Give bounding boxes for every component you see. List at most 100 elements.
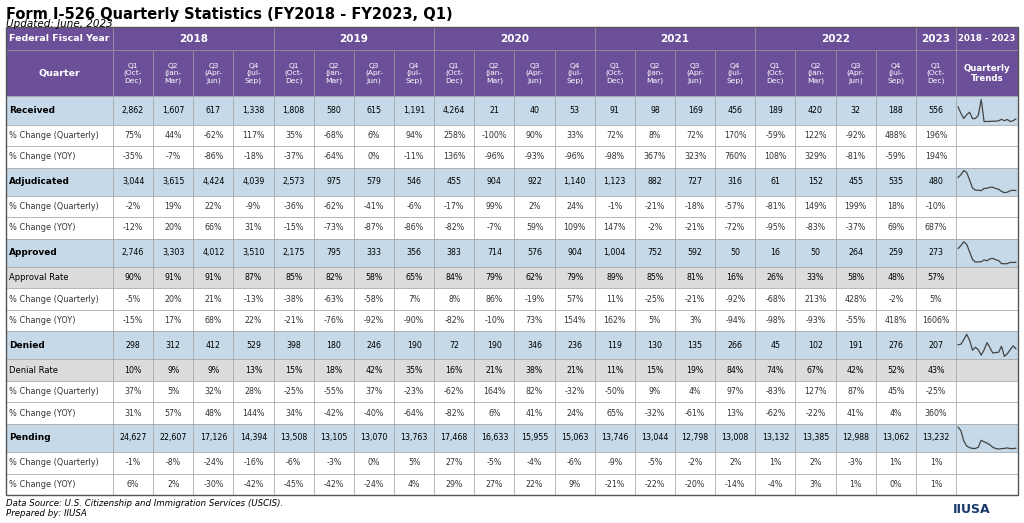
Bar [474,424,514,452]
Bar [313,217,354,238]
Text: 27%: 27% [445,458,463,467]
Bar [796,50,836,96]
Bar [675,217,715,238]
Bar [154,124,194,146]
Bar [233,50,273,96]
Bar [555,359,595,381]
Bar [635,288,675,310]
Text: 74%: 74% [767,366,784,374]
Bar [756,473,796,495]
Text: -20%: -20% [685,480,706,489]
Text: 199%: 199% [845,202,866,211]
Bar [474,196,514,217]
Bar [233,167,273,196]
Bar [595,50,635,96]
Bar [233,452,273,473]
Text: -82%: -82% [444,408,464,418]
Bar [434,196,474,217]
Text: Q1
(Oct-
Dec): Q1 (Oct- Dec) [766,63,784,84]
Bar [915,310,956,331]
Bar [113,310,154,331]
Bar [915,196,956,217]
Bar [876,167,915,196]
Bar [956,402,1018,424]
Text: 2019: 2019 [339,33,369,43]
Bar [595,473,635,495]
Text: 266: 266 [728,341,742,350]
Bar [6,124,113,146]
Bar [675,359,715,381]
Text: 67%: 67% [807,366,824,374]
Bar [675,424,715,452]
Bar [635,381,675,402]
Text: 5%: 5% [167,387,179,396]
Text: 556: 556 [929,106,943,115]
Text: 149%: 149% [805,202,826,211]
Text: 15,955: 15,955 [521,434,548,442]
Bar [194,381,233,402]
Bar [6,473,113,495]
Bar [354,96,394,124]
Text: -45%: -45% [284,480,304,489]
Text: % Change (YOY): % Change (YOY) [9,408,76,418]
Bar [6,217,113,238]
Bar [194,167,233,196]
Bar [675,124,715,146]
Text: 3,615: 3,615 [162,177,184,186]
Text: 48%: 48% [887,273,904,282]
Bar [113,267,154,288]
Text: 10%: 10% [124,366,141,374]
Text: 17,126: 17,126 [200,434,227,442]
Text: 276: 276 [888,341,903,350]
Bar [756,238,796,267]
Bar [715,381,756,402]
Bar [876,196,915,217]
Text: Denied: Denied [9,341,45,350]
Text: 81%: 81% [686,273,703,282]
Bar [756,381,796,402]
Text: 1,338: 1,338 [243,106,264,115]
Text: 21%: 21% [485,366,503,374]
Text: -92%: -92% [725,294,745,303]
Bar [354,217,394,238]
Bar [675,381,715,402]
Bar [113,288,154,310]
Text: 82%: 82% [526,387,543,396]
Bar [756,331,796,359]
Bar [113,473,154,495]
Text: -68%: -68% [324,131,344,140]
Bar [6,146,113,167]
Bar [273,27,434,50]
Text: -5%: -5% [647,458,663,467]
Bar [876,217,915,238]
Bar [394,217,434,238]
Text: -10%: -10% [484,316,505,325]
Bar [635,50,675,96]
Text: Pending: Pending [9,434,50,442]
Text: % Change (YOY): % Change (YOY) [9,480,76,489]
Text: -96%: -96% [564,152,585,161]
Bar [715,167,756,196]
Bar [635,424,675,452]
Bar [836,381,876,402]
Bar [514,424,555,452]
Bar [635,452,675,473]
Text: 38%: 38% [526,366,543,374]
Bar [273,50,313,96]
Bar [595,217,635,238]
Bar [555,331,595,359]
Bar [876,96,915,124]
Bar [635,124,675,146]
Text: -62%: -62% [203,131,223,140]
Text: Q3
(Apr-
Jun): Q3 (Apr- Jun) [686,63,705,84]
Bar [194,267,233,288]
Text: 15%: 15% [646,366,664,374]
Text: 154%: 154% [563,316,586,325]
Text: 2021: 2021 [660,33,689,43]
Bar [836,402,876,424]
Text: 16%: 16% [726,273,743,282]
Text: 91: 91 [610,106,620,115]
Bar [555,381,595,402]
Text: 0%: 0% [368,458,380,467]
Text: -8%: -8% [166,458,181,467]
